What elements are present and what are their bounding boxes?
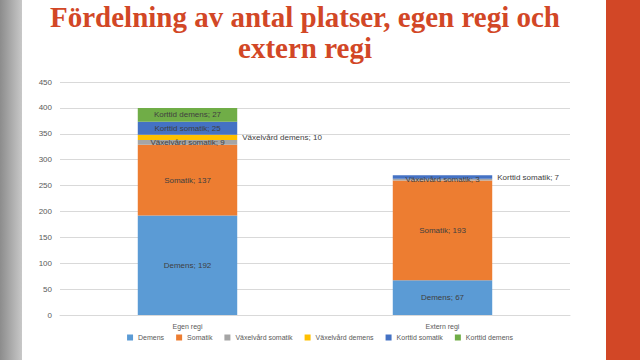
svg-text:Egen regi: Egen regi [173,323,203,331]
html-text:Fördelning av antal platser, e: Fördelning av antal platser, egen regi o… [50,1,560,64]
svg-text:450: 450 [39,78,53,87]
svg-text:Växelvård demens; 10: Växelvård demens; 10 [242,133,322,142]
svg-text:Extern regi: Extern regi [426,323,460,331]
svg-text:100: 100 [39,259,53,268]
svg-text:300: 300 [39,155,53,164]
svg-text:Växelvård demens: Växelvård demens [316,334,374,341]
svg-text:Demens; 67: Demens; 67 [421,293,465,302]
svg-text:Demens; 192: Demens; 192 [164,261,212,270]
svg-text:Demens: Demens [138,334,165,341]
svg-text:50: 50 [43,285,52,294]
svg-text:Korttid demens; 27: Korttid demens; 27 [154,110,222,119]
svg-text:150: 150 [39,233,53,242]
svg-text:Somatik; 193: Somatik; 193 [419,226,466,235]
svg-text:Somatik; 137: Somatik; 137 [164,176,211,185]
svg-text:250: 250 [39,181,53,190]
svg-text:Korttid demens: Korttid demens [466,334,514,341]
svg-text:Växelvård somatik; 3: Växelvård somatik; 3 [405,175,480,184]
svg-text:Somatik: Somatik [187,334,213,341]
svg-text:400: 400 [39,103,53,112]
svg-text:Korttid somatik; 25: Korttid somatik; 25 [154,124,221,133]
svg-text:Växelvård somatik; 9: Växelvård somatik; 9 [150,138,225,147]
svg-text:Korttid somatik; 7: Korttid somatik; 7 [497,173,559,182]
svg-text:0: 0 [48,311,53,320]
svg-text:Korttid somatik: Korttid somatik [397,334,444,341]
svg-text:350: 350 [39,129,53,138]
svg-text:Växelvård somatik: Växelvård somatik [235,334,293,341]
svg-text:200: 200 [39,207,53,216]
